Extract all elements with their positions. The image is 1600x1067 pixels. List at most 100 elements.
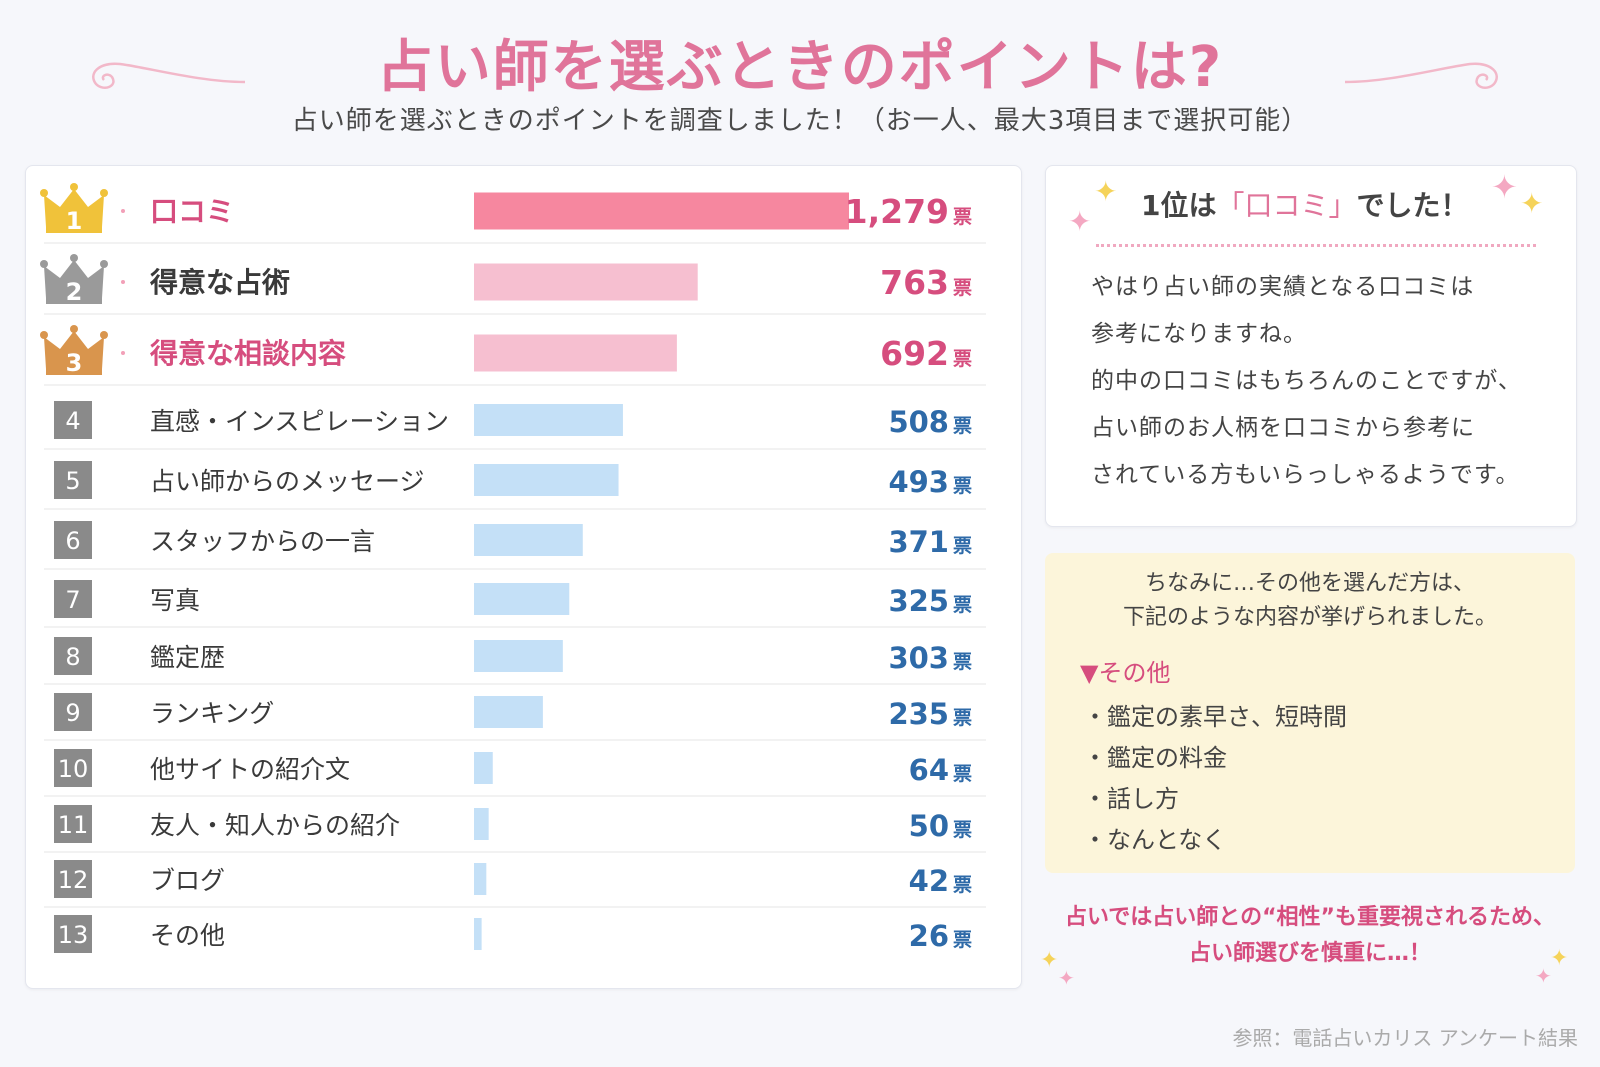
category-label: ブログ bbox=[150, 866, 225, 895]
page-title: 占い師を選ぶときのポイントは? bbox=[376, 35, 1224, 100]
bar bbox=[474, 524, 583, 556]
sparkle-icon: ✦ bbox=[1068, 205, 1092, 238]
ranking-bar-chart: 1 口コミ 1,279 票2 得意な占術 763 票3 得意な相談内容 692 票4 直感・インスピ… bbox=[40, 183, 986, 953]
bar bbox=[474, 464, 619, 496]
value-label: 325 bbox=[888, 584, 949, 618]
category-label: 得意な相談内容 bbox=[149, 337, 346, 370]
other-heading: ▼その他 bbox=[1080, 659, 1171, 687]
unit-label: 票 bbox=[953, 475, 972, 497]
rank-number: 1 bbox=[66, 207, 83, 235]
rank-number: 13 bbox=[58, 921, 89, 949]
unit-label: 票 bbox=[953, 819, 972, 841]
value-label: 508 bbox=[888, 405, 949, 439]
rank-box bbox=[54, 693, 92, 731]
other-intro-line: 下記のような内容が挙げられました。 bbox=[1122, 605, 1497, 630]
other-list-item: ・なんとなく bbox=[1083, 826, 1227, 854]
right-swirl-ornament bbox=[1344, 62, 1498, 89]
sparkle-icon: ✦ bbox=[1491, 168, 1518, 206]
rank-box bbox=[54, 401, 92, 439]
rank-dot bbox=[121, 351, 125, 355]
rank-number: 5 bbox=[65, 467, 80, 495]
value-label: 26 bbox=[909, 919, 949, 953]
sparkle-icon: ✦ bbox=[1520, 187, 1544, 220]
unit-label: 票 bbox=[953, 594, 972, 616]
left-swirl-ornament bbox=[92, 62, 246, 89]
value-label: 371 bbox=[888, 525, 949, 559]
rank-box bbox=[54, 637, 92, 675]
rank-box bbox=[54, 521, 92, 559]
category-label: 写真 bbox=[150, 586, 200, 615]
closing-message: 占いでは占い師との“相性”も重要視されるため、 占い師選びを慎重に…！ bbox=[1030, 900, 1590, 972]
category-label: 得意な占術 bbox=[149, 266, 290, 299]
rank-number: 4 bbox=[65, 407, 80, 435]
bar bbox=[474, 696, 543, 728]
other-list-item: ・鑑定の素早さ、短時間 bbox=[1083, 703, 1347, 731]
rank-number: 11 bbox=[58, 811, 89, 839]
rank-number: 3 bbox=[66, 349, 83, 377]
rank-number: 7 bbox=[65, 586, 80, 614]
bar bbox=[474, 863, 487, 895]
other-list-item: ・鑑定の料金 bbox=[1083, 744, 1227, 772]
unit-label: 票 bbox=[953, 206, 972, 228]
summary-heading-prefix: 1位は bbox=[1141, 189, 1217, 222]
crown-icon bbox=[40, 254, 108, 304]
rank-number: 10 bbox=[58, 755, 89, 783]
rank-box bbox=[54, 860, 92, 898]
page-subtitle: 占い師を選ぶときのポイントを調査しました！（お一人、最大3項目まで選択可能） bbox=[291, 106, 1309, 136]
unit-label: 票 bbox=[953, 348, 972, 370]
other-answers-box: ちなみに…その他を選んだ方は、 下記のような内容が挙げられました。 ▼その他 ・… bbox=[1045, 553, 1575, 873]
other-list: ・鑑定の素早さ、短時間 ・鑑定の料金 ・話し方 ・なんとなく bbox=[1083, 697, 1347, 861]
unit-label: 票 bbox=[953, 874, 972, 896]
category-label: 占い師からのメッセージ bbox=[150, 467, 425, 496]
rank-number: 9 bbox=[65, 699, 80, 727]
rank-number: 2 bbox=[66, 278, 83, 306]
value-label: 1,279 bbox=[845, 192, 949, 231]
rank-box bbox=[54, 805, 92, 843]
bar bbox=[474, 583, 570, 615]
category-label: 鑑定歴 bbox=[150, 643, 225, 672]
value-label: 50 bbox=[909, 809, 949, 843]
bar bbox=[474, 192, 849, 230]
value-label: 235 bbox=[888, 697, 949, 731]
category-label: 直感・インスピレーション bbox=[150, 407, 449, 436]
rank-number: 12 bbox=[58, 866, 89, 894]
ranking-chart-panel: 1 口コミ 1,279 票 2 得意な占術 763 票 3 得意な相談内容 692 票 4 直感・インスピ… bbox=[25, 165, 1022, 989]
crown-icon bbox=[40, 325, 108, 375]
category-label: その他 bbox=[150, 921, 225, 950]
category-label: 口コミ bbox=[150, 195, 234, 228]
unit-label: 票 bbox=[953, 707, 972, 729]
sparkle-icon: ✦ bbox=[1094, 175, 1118, 208]
bar bbox=[474, 752, 493, 784]
bar bbox=[474, 263, 698, 301]
summary-line: やはり占い師の実績となる口コミは bbox=[1091, 274, 1475, 300]
category-label: 友人・知人からの紹介 bbox=[150, 811, 400, 840]
bar bbox=[474, 918, 482, 950]
summary-heading-suffix: でした！ bbox=[1356, 189, 1469, 222]
value-label: 303 bbox=[888, 641, 949, 675]
other-intro: ちなみに…その他を選んだ方は、 下記のような内容が挙げられました。 bbox=[1045, 567, 1575, 635]
summary-line: 参考になりますね。 bbox=[1091, 321, 1307, 347]
category-label: 他サイトの紹介文 bbox=[150, 755, 350, 784]
rank-box bbox=[54, 749, 92, 787]
unit-label: 票 bbox=[953, 415, 972, 437]
rank-number: 8 bbox=[65, 643, 80, 671]
unit-label: 票 bbox=[953, 763, 972, 785]
value-label: 763 bbox=[880, 263, 949, 302]
unit-label: 票 bbox=[953, 651, 972, 673]
summary-body: やはり占い師の実績となる口コミは 参考になりますね。 的中の口コミはもちろんのこ… bbox=[1091, 264, 1571, 499]
category-label: スタッフからの一言 bbox=[150, 527, 375, 556]
other-intro-line: ちなみに…その他を選んだ方は、 bbox=[1144, 571, 1475, 596]
rank-number: 6 bbox=[65, 527, 80, 555]
summary-line: 的中の口コミはもちろんのことですが、 bbox=[1091, 368, 1522, 394]
rank-box bbox=[54, 580, 92, 618]
rank-box bbox=[54, 915, 92, 953]
summary-line: 占い師のお人柄を口コミから参考に bbox=[1091, 415, 1475, 441]
value-label: 692 bbox=[880, 334, 949, 373]
summary-line: されている方もいらっしゃるようです。 bbox=[1091, 462, 1520, 488]
bar bbox=[474, 404, 623, 436]
closing-line: 占い師選びを慎重に…！ bbox=[1188, 941, 1431, 966]
sparkle-icon: ✦ bbox=[1550, 946, 1569, 971]
unit-label: 票 bbox=[953, 535, 972, 557]
sparkle-icon: ✦ bbox=[1040, 948, 1059, 973]
rank-box bbox=[54, 461, 92, 499]
